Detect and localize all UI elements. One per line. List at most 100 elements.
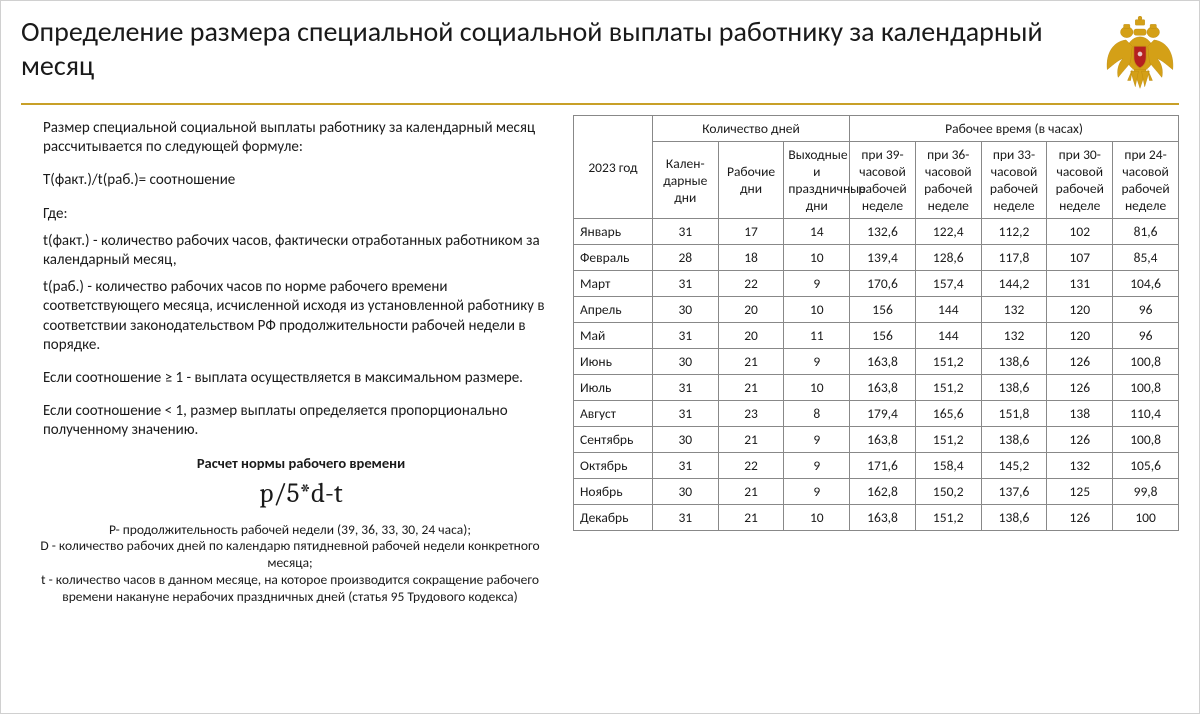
value-cell: 30	[652, 427, 718, 453]
col-h33: при 33-часовой рабочей неделе	[981, 142, 1047, 219]
col-h24: при 24-часовой рабочей неделе	[1113, 142, 1179, 219]
value-cell: 9	[784, 427, 850, 453]
value-cell: 31	[652, 505, 718, 531]
value-cell: 156	[850, 323, 916, 349]
value-cell: 117,8	[981, 245, 1047, 271]
body: Размер специальной социальной выплаты ра…	[21, 115, 1179, 606]
value-cell: 9	[784, 271, 850, 297]
table-row: Август31238179,4165,6151,8138110,4	[574, 401, 1179, 427]
value-cell: 137,6	[981, 479, 1047, 505]
value-cell: 171,6	[850, 453, 916, 479]
value-cell: 31	[652, 453, 718, 479]
value-cell: 163,8	[850, 427, 916, 453]
value-cell: 179,4	[850, 401, 916, 427]
value-cell: 158,4	[915, 453, 981, 479]
value-cell: 126	[1047, 505, 1113, 531]
value-cell: 120	[1047, 297, 1113, 323]
value-cell: 31	[652, 271, 718, 297]
month-cell: Декабрь	[574, 505, 653, 531]
value-cell: 163,8	[850, 505, 916, 531]
value-cell: 151,2	[915, 349, 981, 375]
value-cell: 122,4	[915, 219, 981, 245]
formula-legend: P- продолжительность рабочей недели (39,…	[21, 522, 559, 606]
value-cell: 156	[850, 297, 916, 323]
col-h39: при 39-часовой рабочей неделе	[850, 142, 916, 219]
header: Определение размера специальной социальн…	[21, 15, 1179, 105]
calc-heading: Расчет нормы рабочего времени	[43, 454, 559, 473]
value-cell: 131	[1047, 271, 1113, 297]
value-cell: 145,2	[981, 453, 1047, 479]
value-cell: 10	[784, 245, 850, 271]
table-row: Июнь30219163,8151,2138,6126100,8	[574, 349, 1179, 375]
month-cell: Июль	[574, 375, 653, 401]
value-cell: 21	[718, 375, 784, 401]
table-row: Январь311714132,6122,4112,210281,6	[574, 219, 1179, 245]
value-cell: 31	[652, 375, 718, 401]
value-cell: 85,4	[1113, 245, 1179, 271]
table-row: Май31201115614413212096	[574, 323, 1179, 349]
value-cell: 31	[652, 219, 718, 245]
value-cell: 22	[718, 453, 784, 479]
table-row: Февраль281810139,4128,6117,810785,4	[574, 245, 1179, 271]
col-h36: при 36-часовой рабочей неделе	[915, 142, 981, 219]
days-group-header: Количество дней	[652, 116, 849, 142]
value-cell: 151,8	[981, 401, 1047, 427]
value-cell: 9	[784, 479, 850, 505]
year-header: 2023 год	[574, 116, 653, 219]
value-cell: 139,4	[850, 245, 916, 271]
value-cell: 102	[1047, 219, 1113, 245]
calendar-table-wrap: 2023 год Количество дней Рабочее время (…	[573, 115, 1179, 606]
value-cell: 128,6	[915, 245, 981, 271]
value-cell: 10	[784, 297, 850, 323]
month-cell: Июнь	[574, 349, 653, 375]
value-cell: 100,8	[1113, 375, 1179, 401]
value-cell: 100	[1113, 505, 1179, 531]
explanation-column: Размер специальной социальной выплаты ра…	[21, 115, 559, 606]
value-cell: 21	[718, 479, 784, 505]
value-cell: 165,6	[915, 401, 981, 427]
value-cell: 170,6	[850, 271, 916, 297]
value-cell: 132	[981, 323, 1047, 349]
value-cell: 150,2	[915, 479, 981, 505]
value-cell: 28	[652, 245, 718, 271]
value-cell: 157,4	[915, 271, 981, 297]
hours-group-header: Рабочее время (в часах)	[850, 116, 1179, 142]
value-cell: 151,2	[915, 427, 981, 453]
table-row: Апрель30201015614413212096	[574, 297, 1179, 323]
col-cal-days: Кален-дарные дни	[652, 142, 718, 219]
value-cell: 81,6	[1113, 219, 1179, 245]
value-cell: 126	[1047, 349, 1113, 375]
emblem-icon	[1101, 15, 1179, 93]
table-row: Сентябрь30219163,8151,2138,6126100,8	[574, 427, 1179, 453]
value-cell: 126	[1047, 375, 1113, 401]
value-cell: 104,6	[1113, 271, 1179, 297]
month-cell: Апрель	[574, 297, 653, 323]
intro-text: Размер специальной социальной выплаты ра…	[43, 119, 559, 157]
table-row: Декабрь312110163,8151,2138,6126100	[574, 505, 1179, 531]
col-work-days: Рабочие дни	[718, 142, 784, 219]
value-cell: 96	[1113, 323, 1179, 349]
ge1-rule: Если соотношение ≥ 1 - выплата осуществл…	[43, 369, 559, 388]
value-cell: 8	[784, 401, 850, 427]
value-cell: 105,6	[1113, 453, 1179, 479]
month-cell: Октябрь	[574, 453, 653, 479]
table-row: Ноябрь30219162,8150,2137,612599,8	[574, 479, 1179, 505]
month-cell: Март	[574, 271, 653, 297]
value-cell: 112,2	[981, 219, 1047, 245]
col-off-days: Выходные и праздничные дни	[784, 142, 850, 219]
value-cell: 21	[718, 427, 784, 453]
value-cell: 22	[718, 271, 784, 297]
value-cell: 126	[1047, 427, 1113, 453]
value-cell: 132	[981, 297, 1047, 323]
value-cell: 100,8	[1113, 349, 1179, 375]
value-cell: 17	[718, 219, 784, 245]
value-cell: 151,2	[915, 375, 981, 401]
value-cell: 30	[652, 479, 718, 505]
value-cell: 10	[784, 375, 850, 401]
value-cell: 138	[1047, 401, 1113, 427]
value-cell: 99,8	[1113, 479, 1179, 505]
value-cell: 20	[718, 297, 784, 323]
value-cell: 23	[718, 401, 784, 427]
col-h30: при 30-часовой рабочей неделе	[1047, 142, 1113, 219]
month-cell: Август	[574, 401, 653, 427]
